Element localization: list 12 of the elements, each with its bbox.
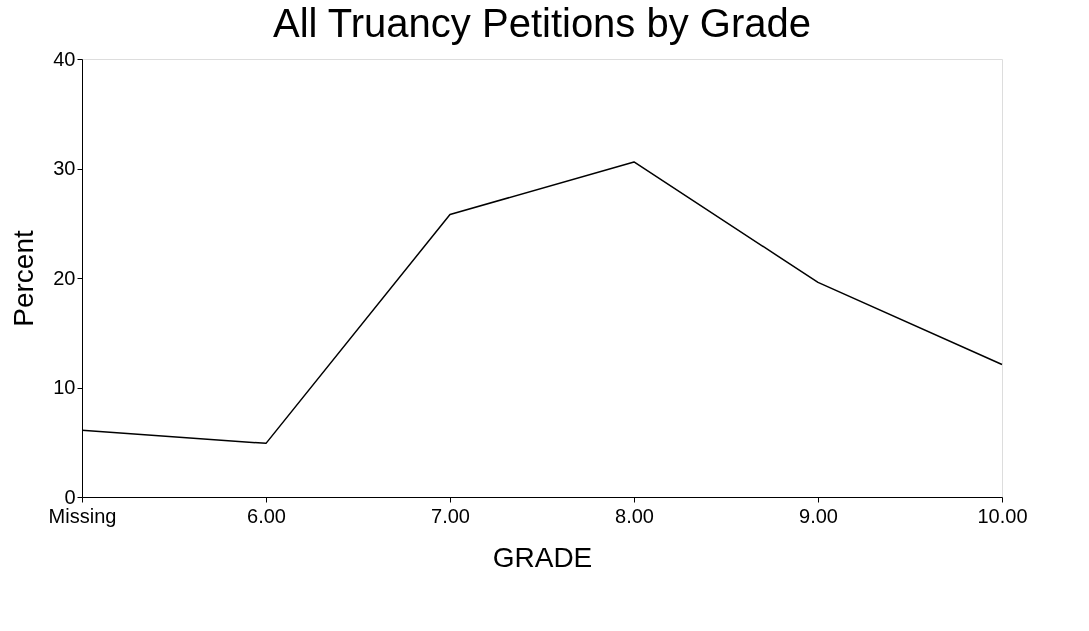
y-tick-label: 10 (53, 376, 76, 398)
chart-title: All Truancy Petitions by Grade (272, 1, 812, 45)
x-tick-label: 7.00 (431, 504, 470, 527)
y-tick-label: 40 (53, 47, 76, 70)
y-axis-title: Percent (8, 230, 40, 327)
y-tick-label: 20 (53, 266, 76, 289)
x-tick-label: 10.00 (977, 504, 1028, 527)
x-axis-title: GRADE (492, 541, 593, 573)
y-tick-label: 30 (53, 157, 76, 179)
x-tick-label: 9.00 (799, 504, 838, 527)
x-tick-label: 6.00 (247, 504, 286, 527)
x-tick-label: 8.00 (615, 504, 654, 527)
